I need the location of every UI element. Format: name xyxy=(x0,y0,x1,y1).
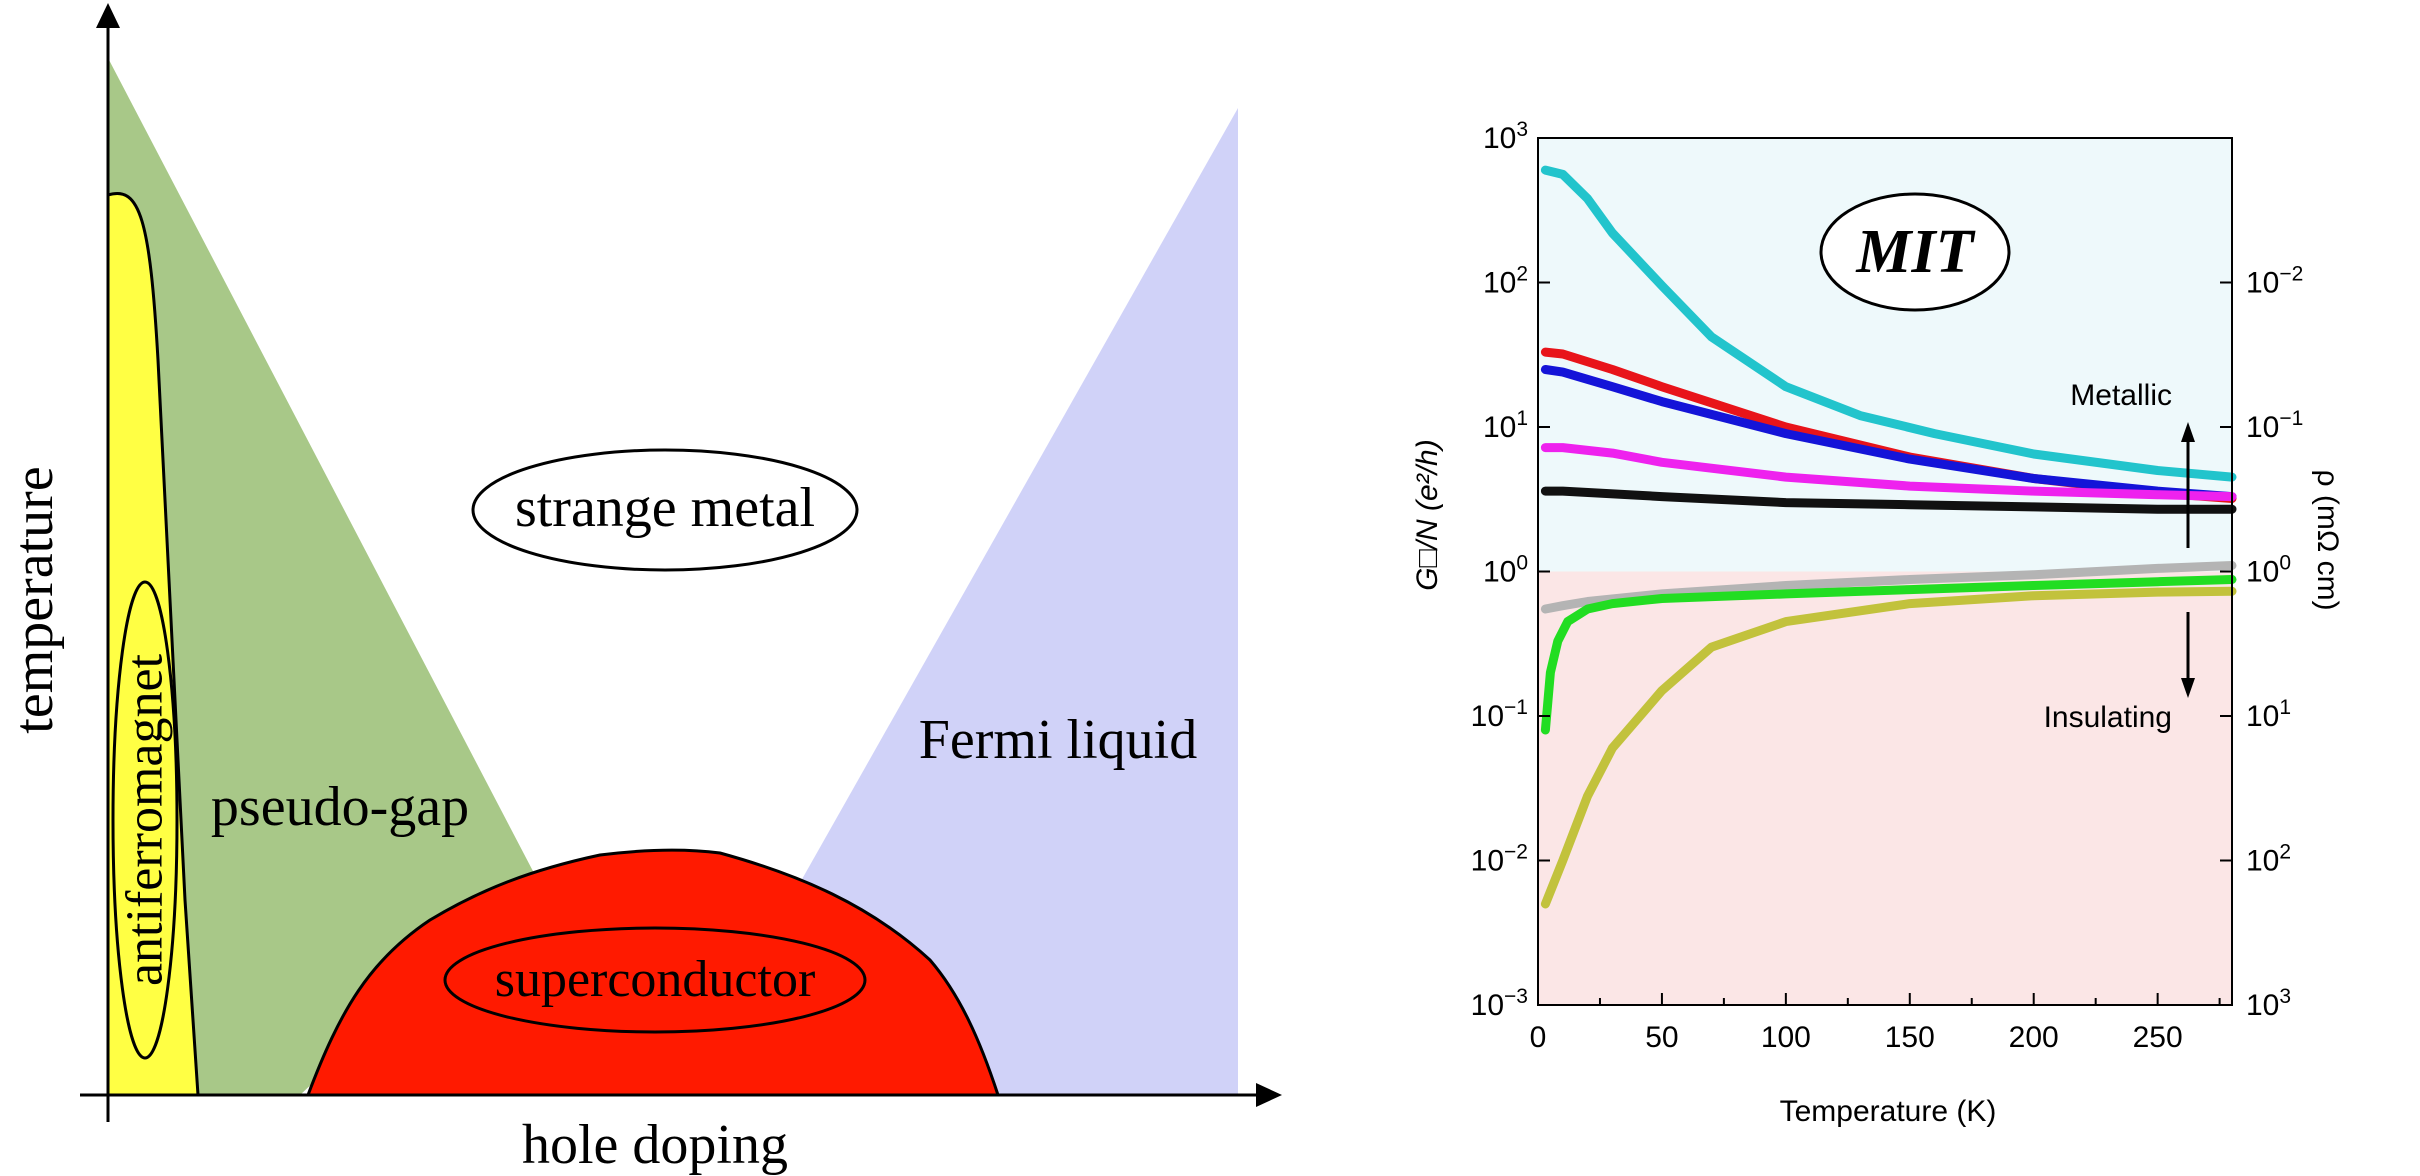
series-green-line xyxy=(1540,575,2237,735)
mit-title: MIT xyxy=(1855,218,1975,286)
ticks-layer: 0 50 100 150 200 250 103 102 101 100 10−1 10−2 10−3 1… xyxy=(1471,118,2304,1054)
y-tick-label: 10−2 xyxy=(1471,841,1528,878)
fermi-liquid-region-fill xyxy=(680,108,1238,1095)
right-tick-label: 10−2 xyxy=(2246,263,2303,300)
strange-metal-label: strange metal xyxy=(515,477,815,539)
insulating-arrow-head xyxy=(2181,678,2195,698)
right-tick-label: 101 xyxy=(2246,696,2291,733)
antiferromagnet-ellipse xyxy=(111,580,179,1060)
series-gray-line xyxy=(1540,561,2237,614)
x-tick-label: 150 xyxy=(1885,1021,1935,1054)
y-axis-label-left: G□/N (e²/h) xyxy=(1411,439,1444,590)
x-axis-label: Temperature (K) xyxy=(1780,1095,1997,1128)
y-tick-label: 10−1 xyxy=(1471,696,1528,733)
insulating-annotation: Insulating xyxy=(2044,701,2172,734)
x-tick-label: 250 xyxy=(2133,1021,2183,1054)
y-axis-label: temperature xyxy=(3,466,65,733)
strange-metal-ellipse xyxy=(471,448,859,572)
right-tick-label: 102 xyxy=(2246,841,2291,878)
right-tick-label: 100 xyxy=(2246,552,2291,589)
series-black-line xyxy=(1540,486,2237,514)
series-magenta-line xyxy=(1540,443,2237,502)
x-tick-label: 0 xyxy=(1530,1021,1547,1054)
y-tick-label: 100 xyxy=(1483,552,1528,589)
fermi-liquid-label: Fermi liquid xyxy=(919,709,1197,771)
pseudo-gap-label: pseudo-gap xyxy=(211,776,469,838)
x-tick-label: 100 xyxy=(1761,1021,1811,1054)
insulating-region xyxy=(1538,571,2232,1005)
right-tick-label: 103 xyxy=(2246,985,2291,1022)
metallic-arrow-head xyxy=(2181,422,2195,442)
y-axis-arrow xyxy=(96,3,120,28)
series-layer xyxy=(1540,165,2237,909)
mit-chart: 0 50 100 150 200 250 103 102 101 100 10−1 10−2 10−3 1… xyxy=(1411,118,2344,1128)
x-tick-label: 50 xyxy=(1645,1021,1678,1054)
y-tick-label: 103 xyxy=(1483,118,1528,155)
superconductor-ellipse xyxy=(443,926,867,1034)
series-olive-line xyxy=(1540,586,2237,909)
x-axis-label: hole doping xyxy=(522,1114,788,1176)
mit-title-ellipse xyxy=(1819,192,2011,312)
y-axis-label-right: ρ (mΩ cm) xyxy=(2311,469,2344,610)
pseudo-gap-region xyxy=(108,58,535,1095)
y-tick-label: 10−3 xyxy=(1471,985,1528,1022)
superconductor-region xyxy=(305,848,1001,1097)
y-tick-label: 101 xyxy=(1483,407,1528,444)
series-cyan-line xyxy=(1540,165,2237,482)
x-tick-label: 200 xyxy=(2009,1021,2059,1054)
phase-diagram: hole doping temperature strange metal Fe… xyxy=(3,3,1282,1176)
antiferromagnet-label: antiferromagnet xyxy=(117,653,174,986)
series-blue-line xyxy=(1540,365,2237,502)
y-tick-label: 102 xyxy=(1483,263,1528,300)
right-tick-label: 10−1 xyxy=(2246,407,2303,444)
superconductor-label: superconductor xyxy=(495,951,816,1008)
x-axis-arrow xyxy=(1256,1083,1282,1107)
metallic-annotation: Metallic xyxy=(2070,379,2172,412)
